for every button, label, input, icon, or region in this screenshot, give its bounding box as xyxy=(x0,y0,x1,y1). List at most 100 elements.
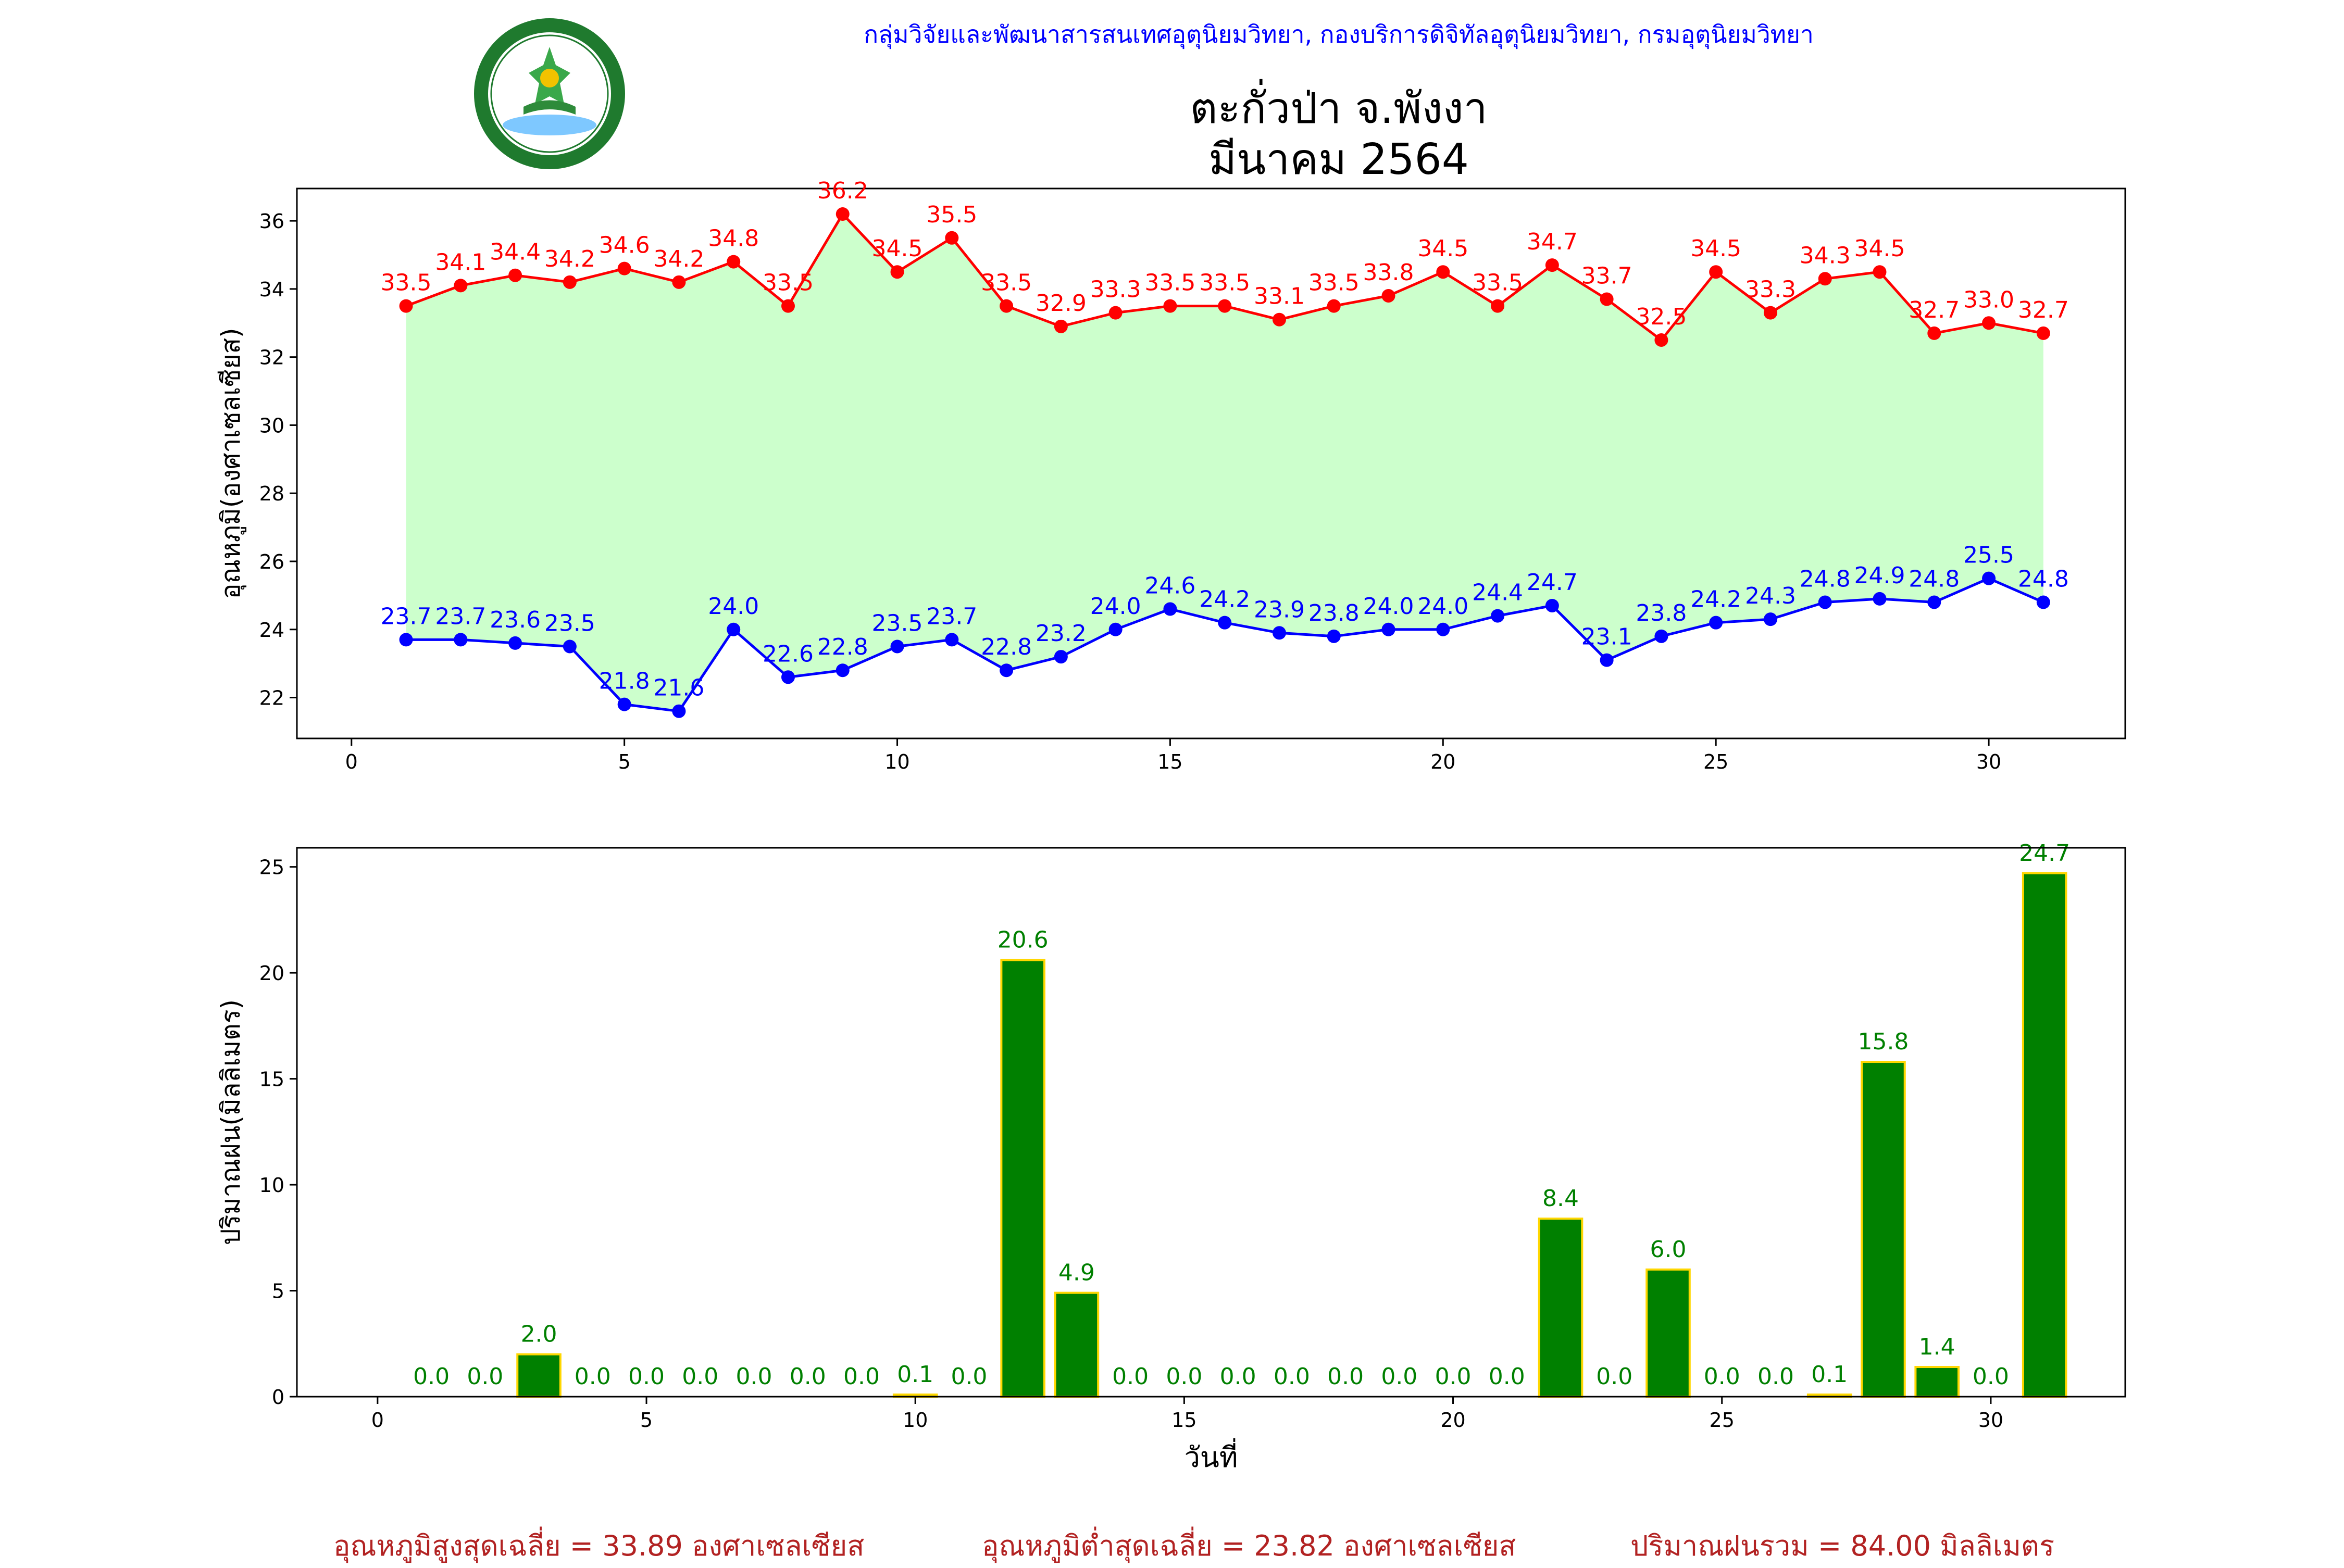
max-temperature-point xyxy=(1763,306,1777,320)
min-temperature-label: 24.8 xyxy=(1800,566,1851,592)
rainfall-bars: 0.0 0.0 2.0 0.0 0.0 0.0 0.0 0.0 0.0 0.1 0.0 20.6 4.9… xyxy=(413,840,2070,1398)
max-temperature-point xyxy=(945,231,959,245)
rain-x-tick-label: 20 xyxy=(1440,1409,1465,1432)
temp-y-tick-label: 30 xyxy=(259,414,284,437)
rainfall-bar xyxy=(1538,1218,1584,1398)
temp-frame xyxy=(296,187,2126,739)
rain-y-axis-label: ปริมาณฝน(มิลลิเมตร) xyxy=(216,999,246,1245)
max-temperature-point xyxy=(508,268,522,282)
max-temperature-point xyxy=(1873,265,1887,279)
rain-y-tick-label: 0 xyxy=(272,1386,284,1409)
rainfall-bar xyxy=(1000,959,1045,1398)
max-temperature-point xyxy=(1054,319,1068,333)
rainfall-label: 0.0 xyxy=(1274,1363,1310,1390)
min-temperature-point xyxy=(1545,598,1559,612)
month-year: มีนาคม 2564 xyxy=(1208,135,1469,184)
max-temperature-point xyxy=(2036,326,2050,340)
rainfall-label: 0.0 xyxy=(1596,1363,1632,1390)
min-temperature-point xyxy=(727,622,741,636)
max-temperature-point xyxy=(1163,299,1177,313)
temp-y-tick-label: 32 xyxy=(259,346,284,369)
rainfall-bar xyxy=(1861,1061,1906,1398)
rain-x-tick-label: 30 xyxy=(1978,1409,2003,1432)
min-temperature-point xyxy=(1982,571,1996,585)
max-temperature-label: 34.5 xyxy=(872,235,923,262)
rain-y-tick-label: 20 xyxy=(259,962,284,985)
rainfall-label: 0.0 xyxy=(1112,1363,1149,1390)
max-temperature-label: 33.3 xyxy=(1090,277,1141,303)
min-temperature-label: 23.6 xyxy=(490,607,541,633)
rainfall-label: 8.4 xyxy=(1542,1185,1579,1212)
min-temperature-label: 24.0 xyxy=(1090,593,1141,620)
min-temperature-label: 24.7 xyxy=(1527,569,1578,596)
max-temperature-point xyxy=(399,299,413,313)
max-temperature-point xyxy=(454,279,468,293)
rainfall-bar xyxy=(1645,1268,1691,1398)
rainfall-label: 0.0 xyxy=(682,1363,718,1390)
max-temperature-point xyxy=(781,299,795,313)
rainfall-bar xyxy=(1914,1366,1960,1398)
max-temperature-label: 33.5 xyxy=(763,270,814,296)
min-temperature-point xyxy=(1108,622,1123,636)
min-temperature-point xyxy=(1327,629,1341,643)
min-temperature-label: 24.2 xyxy=(1199,586,1250,613)
max-temperature-point xyxy=(1600,292,1614,306)
max-temperature-point xyxy=(563,275,577,289)
rainfall-bar xyxy=(516,1353,562,1398)
rainfall-label: 24.7 xyxy=(2019,840,2070,867)
temp-x-tick-label: 30 xyxy=(1976,750,2001,773)
min-temperature-point xyxy=(1873,592,1887,606)
min-temperature-point xyxy=(399,633,413,647)
max-temperature-label: 32.7 xyxy=(1909,297,1960,323)
min-temperature-point xyxy=(836,663,850,678)
rain-y-tick-label: 10 xyxy=(259,1174,284,1197)
min-temperature-label: 24.9 xyxy=(1854,562,1905,589)
rainfall-label: 0.0 xyxy=(575,1363,611,1390)
min-temperature-point xyxy=(1927,595,1941,609)
rainfall-label: 1.4 xyxy=(1919,1334,1955,1360)
min-temperature-point xyxy=(1218,616,1232,630)
temp-x-tick-label: 15 xyxy=(1157,750,1182,773)
min-temperature-label: 23.7 xyxy=(381,603,432,630)
max-temperature-label: 33.3 xyxy=(1745,277,1796,303)
min-temperature-label: 22.8 xyxy=(981,634,1032,660)
rain-x-tick-label: 5 xyxy=(640,1409,653,1432)
max-temperature-label: 34.4 xyxy=(490,239,541,266)
min-temperature-point xyxy=(1436,622,1450,636)
min-temperature-label: 24.4 xyxy=(1472,580,1523,606)
temp-y-tick-label: 34 xyxy=(259,278,284,301)
max-temperature-label: 34.5 xyxy=(1417,235,1468,262)
station-name: ตะกั่วป่า จ.พังงา xyxy=(1190,84,1488,133)
max-temperature-label: 33.5 xyxy=(1144,270,1195,296)
min-temperature-label: 22.6 xyxy=(763,641,814,667)
max-temperature-point xyxy=(1545,258,1559,272)
max-temperature-label: 33.1 xyxy=(1254,283,1305,310)
rainfall-label: 0.0 xyxy=(790,1363,826,1390)
temp-x-tick-label: 25 xyxy=(1703,750,1728,773)
max-temperature-point xyxy=(672,275,686,289)
temp-axes: 0 5 10 15 20 25 30 22 24 26 28 30 32 34 36 อุณหภูมิ(องศ… xyxy=(216,187,2126,773)
temp-y-tick-label: 22 xyxy=(259,687,284,710)
rain-y-tick-label: 25 xyxy=(259,856,284,879)
min-temperature-label: 25.5 xyxy=(1963,542,2014,569)
min-temperature-point xyxy=(1818,595,1832,609)
max-temperature-point xyxy=(1108,306,1123,320)
meteorological-department-logo xyxy=(474,18,625,169)
min-temperature-label: 24.6 xyxy=(1144,573,1195,599)
max-temperature-point xyxy=(1272,312,1286,327)
temp-x-tick-label: 5 xyxy=(618,750,631,773)
min-temperature-label: 23.5 xyxy=(872,610,923,636)
min-temperature-label: 23.1 xyxy=(1581,624,1632,650)
max-temperature-point xyxy=(1654,333,1668,347)
rainfall-label: 0.0 xyxy=(413,1363,450,1390)
max-temperature-label: 33.8 xyxy=(1363,259,1414,286)
min-temperature-label: 23.9 xyxy=(1254,596,1305,623)
max-temperature-point xyxy=(890,265,904,279)
summary-footer: อุณหภูมิสูงสุดเฉลี่ย = 33.89 องศาเซลเซีย… xyxy=(0,1523,2344,1562)
min-temperature-label: 24.2 xyxy=(1690,586,1741,613)
min-temperature-point xyxy=(2036,595,2050,609)
max-temperature-point xyxy=(1218,299,1232,313)
rainfall-label: 2.0 xyxy=(521,1321,557,1348)
rainfall-label: 0.0 xyxy=(1166,1363,1202,1390)
min-temperature-label: 22.8 xyxy=(817,634,868,660)
